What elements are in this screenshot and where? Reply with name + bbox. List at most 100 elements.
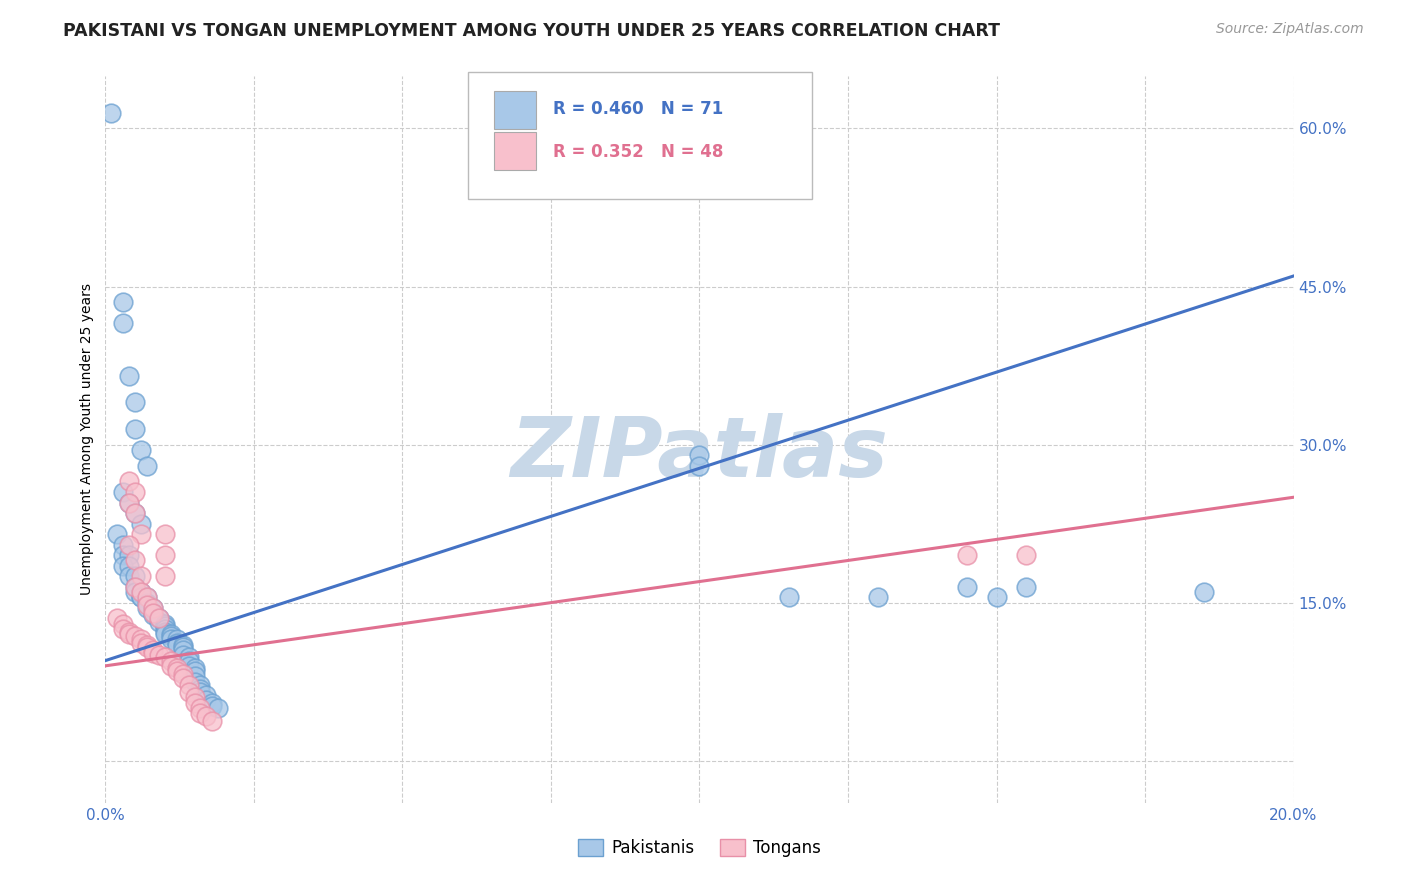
Point — [112, 616, 135, 631]
Point — [124, 580, 146, 594]
Point — [195, 692, 218, 706]
Point — [166, 638, 188, 652]
Point — [136, 640, 159, 654]
Point — [866, 591, 889, 605]
Text: PAKISTANI VS TONGAN UNEMPLOYMENT AMONG YOUTH UNDER 25 YEARS CORRELATION CHART: PAKISTANI VS TONGAN UNEMPLOYMENT AMONG Y… — [63, 22, 1000, 40]
Point — [118, 495, 141, 509]
FancyBboxPatch shape — [494, 132, 536, 170]
Text: Source: ZipAtlas.com: Source: ZipAtlas.com — [1216, 22, 1364, 37]
Point — [177, 658, 200, 673]
Point — [129, 591, 152, 605]
Point — [136, 591, 159, 605]
Point — [142, 608, 165, 623]
Point — [190, 701, 212, 715]
Point — [956, 548, 979, 562]
Point — [201, 698, 224, 713]
Point — [166, 635, 188, 649]
Point — [112, 548, 135, 562]
Point — [105, 611, 128, 625]
Point — [124, 485, 146, 500]
Point — [172, 643, 194, 657]
Point — [136, 638, 159, 652]
Point — [153, 569, 176, 583]
Point — [136, 591, 159, 605]
Point — [183, 674, 205, 689]
Point — [190, 681, 212, 696]
Point — [153, 616, 176, 631]
Point — [118, 475, 141, 489]
Point — [118, 627, 141, 641]
Point — [183, 669, 205, 683]
Point — [142, 600, 165, 615]
Point — [1194, 585, 1216, 599]
Point — [190, 678, 212, 692]
Point — [136, 598, 159, 612]
Point — [689, 458, 711, 473]
Point — [142, 646, 165, 660]
Point — [118, 625, 141, 640]
Text: R = 0.352   N = 48: R = 0.352 N = 48 — [554, 144, 724, 161]
Point — [142, 643, 165, 657]
Point — [177, 650, 200, 665]
Point — [159, 658, 181, 673]
Point — [129, 591, 152, 605]
Point — [129, 585, 152, 599]
Point — [153, 650, 176, 665]
Point — [118, 548, 141, 562]
Point — [129, 585, 152, 599]
Point — [195, 689, 218, 703]
Point — [118, 495, 141, 509]
Point — [100, 105, 122, 120]
Point — [153, 625, 176, 640]
Point — [124, 585, 146, 599]
Point — [195, 709, 218, 723]
Point — [177, 678, 200, 692]
Point — [142, 606, 165, 620]
Point — [159, 627, 181, 641]
Point — [201, 696, 224, 710]
Point — [153, 627, 176, 641]
Point — [183, 690, 205, 705]
Point — [112, 317, 135, 331]
Point — [172, 638, 194, 652]
Point — [136, 600, 159, 615]
Point — [153, 619, 176, 633]
Point — [124, 395, 146, 409]
Point — [159, 632, 181, 647]
Point — [142, 600, 165, 615]
Point — [112, 622, 135, 636]
Point — [153, 622, 176, 636]
Point — [148, 615, 170, 629]
Point — [166, 664, 188, 678]
Point — [1015, 548, 1038, 562]
Point — [124, 506, 146, 520]
Point — [129, 632, 152, 647]
Point — [118, 569, 141, 583]
Point — [148, 611, 170, 625]
Point — [153, 548, 176, 562]
Text: R = 0.460   N = 71: R = 0.460 N = 71 — [554, 100, 724, 118]
Point — [166, 661, 188, 675]
Point — [118, 538, 141, 552]
Point — [1015, 580, 1038, 594]
Point — [124, 569, 146, 583]
Point — [778, 591, 800, 605]
Point — [112, 558, 135, 573]
Point — [124, 553, 146, 567]
Point — [183, 664, 205, 678]
Point — [956, 580, 979, 594]
Point — [148, 648, 170, 663]
Point — [190, 706, 212, 721]
Text: ZIPatlas: ZIPatlas — [510, 413, 889, 494]
Point — [112, 485, 135, 500]
Point — [159, 629, 181, 643]
Point — [124, 580, 146, 594]
Y-axis label: Unemployment Among Youth under 25 years: Unemployment Among Youth under 25 years — [80, 284, 94, 595]
Point — [124, 506, 146, 520]
Point — [986, 591, 1008, 605]
Point — [136, 458, 159, 473]
Point — [124, 422, 146, 436]
Point — [153, 527, 176, 541]
Point — [105, 527, 128, 541]
Point — [207, 701, 229, 715]
